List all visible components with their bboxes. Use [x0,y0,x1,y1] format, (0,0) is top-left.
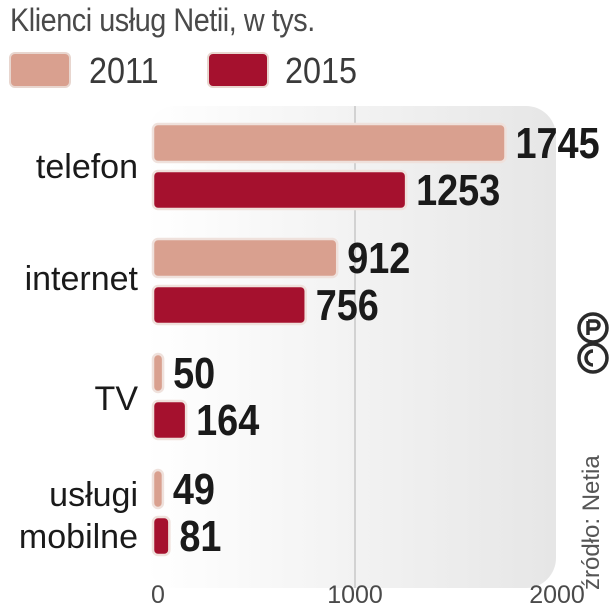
legend-swatch-2011 [9,52,71,88]
category-label: mobilne [19,518,138,556]
value-label: 912 [347,233,410,282]
bar-2015-0 [151,169,408,211]
legend-label-2015: 2015 [285,50,358,91]
x-tick-label: 2000 [529,581,585,606]
bar-2015-3 [151,515,171,557]
bar-2015-1 [151,284,307,326]
chart-title: Klienci usług Netii, w tys. [10,2,315,38]
category-label: usługi [49,476,138,514]
value-label: 1253 [416,165,500,214]
legend-label-2011: 2011 [89,50,159,91]
cp-logo-icon [577,312,609,374]
x-tick-label: 0 [151,581,165,606]
value-label: 1745 [515,118,599,167]
bar-2011-1 [151,237,339,279]
legend-swatch-2015 [207,52,269,88]
bar-2011-3 [151,468,165,510]
value-label: 81 [179,511,221,560]
bar-2015-2 [151,399,188,441]
value-label: 50 [173,348,215,397]
x-tick-label: 1000 [327,581,383,606]
category-label: telefon [36,148,138,186]
value-label: 756 [316,280,379,329]
bar-2011-0 [151,122,507,164]
source-note: źródło: Netia [578,455,605,590]
value-label: 164 [196,395,259,444]
category-label: TV [95,380,139,418]
category-label: internet [25,260,139,298]
bar-2011-2 [151,352,165,394]
value-label: 49 [173,464,215,513]
plot-background [146,106,556,588]
